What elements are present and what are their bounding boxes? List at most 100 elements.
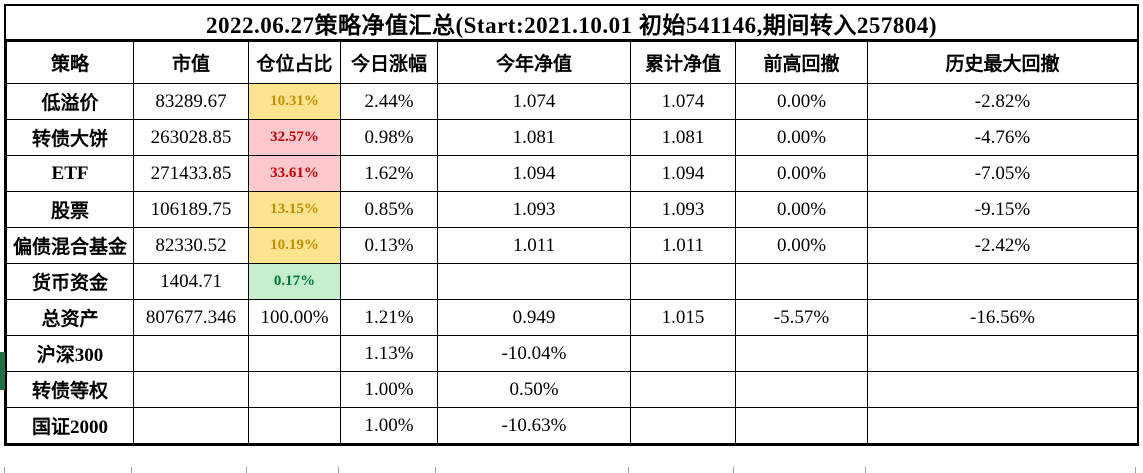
cell xyxy=(867,263,1138,300)
cell: -5.57% xyxy=(735,299,868,336)
cell: 32.57% xyxy=(248,119,341,156)
cell xyxy=(133,371,249,408)
gridline-cell xyxy=(628,467,733,473)
gridline-cell xyxy=(435,467,628,473)
cell: -16.56% xyxy=(867,299,1138,336)
cell xyxy=(735,407,868,444)
table-row: 转债等权 1.00% 0.50% xyxy=(6,371,1138,408)
table-row: 总资产 807677.346 100.00% 1.21% 0.949 1.015 -5.57… xyxy=(6,299,1138,336)
row-label: 股票 xyxy=(6,191,134,228)
cell: 0.17% xyxy=(248,263,341,300)
cell: 1.00% xyxy=(340,407,438,444)
cell: 0.00% xyxy=(735,191,868,228)
cell: 263028.85 xyxy=(133,119,249,156)
cell: 1404.71 xyxy=(133,263,249,300)
cell: -10.04% xyxy=(437,335,631,372)
cell: 271433.85 xyxy=(133,155,249,192)
cell: -2.82% xyxy=(867,83,1138,120)
cell: 0.85% xyxy=(340,191,438,228)
cell xyxy=(133,335,249,372)
cell xyxy=(735,263,868,300)
strategy-summary-table: 2022.06.27策略净值汇总(Start:2021.10.01 初始5411… xyxy=(4,4,1139,446)
column-header-5: 今年净值 xyxy=(437,41,631,84)
cell: 0.50% xyxy=(437,371,631,408)
column-header-2: 市值 xyxy=(133,41,249,84)
cell: -10.63% xyxy=(437,407,631,444)
gridline-cell xyxy=(4,467,131,473)
cell: 0.949 xyxy=(437,299,631,336)
cell: -7.05% xyxy=(867,155,1138,192)
table-row: 沪深300 1.13% -10.04% xyxy=(6,335,1138,372)
gridline-cell xyxy=(865,467,1135,473)
cell xyxy=(630,371,736,408)
gridline-cell xyxy=(246,467,338,473)
active-row-marker xyxy=(0,351,5,390)
column-header-3: 仓位占比 xyxy=(248,41,341,84)
cell: 1.011 xyxy=(437,227,631,264)
cell: 33.61% xyxy=(248,155,341,192)
table-row: ETF 271433.85 33.61% 1.62% 1.094 1.094 0.00% -7… xyxy=(6,155,1138,192)
cell: -9.15% xyxy=(867,191,1138,228)
row-label: 转债等权 xyxy=(6,371,134,408)
column-header-6: 累计净值 xyxy=(630,41,736,84)
cell xyxy=(437,263,631,300)
header-row: 策略 市值 仓位占比 今日涨幅 今年净值 累计净值 前高回撤 历史最大回撤 xyxy=(6,41,1138,84)
table-row: 低溢价 83289.67 10.31% 2.44% 1.074 1.074 0.00% -2.… xyxy=(6,83,1138,120)
row-label: 转债大饼 xyxy=(6,119,134,156)
cell: 1.074 xyxy=(437,83,631,120)
cell: 1.015 xyxy=(630,299,736,336)
cell xyxy=(340,263,438,300)
cell: 1.011 xyxy=(630,227,736,264)
cell: 100.00% xyxy=(248,299,341,336)
cell: 13.15% xyxy=(248,191,341,228)
table-row: 股票 106189.75 13.15% 0.85% 1.093 1.093 0.00% -9.… xyxy=(6,191,1138,228)
cell: 1.081 xyxy=(437,119,631,156)
cell: 1.21% xyxy=(340,299,438,336)
cell: 1.093 xyxy=(630,191,736,228)
gridline-cell xyxy=(338,467,435,473)
cell xyxy=(735,335,868,372)
cell: 1.094 xyxy=(437,155,631,192)
column-header-7: 前高回撤 xyxy=(735,41,868,84)
cell: 82330.52 xyxy=(133,227,249,264)
table-row: 转债大饼 263028.85 32.57% 0.98% 1.081 1.081 0.00% -… xyxy=(6,119,1138,156)
cell xyxy=(867,371,1138,408)
cell xyxy=(248,371,341,408)
row-label: 国证2000 xyxy=(6,407,134,444)
cell: 0.00% xyxy=(735,227,868,264)
cell: 106189.75 xyxy=(133,191,249,228)
table-title: 2022.06.27策略净值汇总(Start:2021.10.01 初始5411… xyxy=(6,6,1137,41)
cell xyxy=(133,407,249,444)
cell xyxy=(248,407,341,444)
cell: 1.00% xyxy=(340,371,438,408)
gridline-cell xyxy=(733,467,865,473)
row-label: 偏债混合基金 xyxy=(6,227,134,264)
cell: -2.42% xyxy=(867,227,1138,264)
cell xyxy=(630,335,736,372)
cell: 807677.346 xyxy=(133,299,249,336)
gridline-cell xyxy=(131,467,246,473)
cell: -4.76% xyxy=(867,119,1138,156)
cell: 1.094 xyxy=(630,155,736,192)
cell: 2.44% xyxy=(340,83,438,120)
cell xyxy=(867,407,1138,444)
cell xyxy=(248,335,341,372)
cell: 83289.67 xyxy=(133,83,249,120)
next-row-gridlines xyxy=(4,467,1136,473)
row-label: 沪深300 xyxy=(6,335,134,372)
row-label: 低溢价 xyxy=(6,83,134,120)
cell: 0.13% xyxy=(340,227,438,264)
table-row: 货币资金 1404.71 0.17% xyxy=(6,263,1138,300)
cell xyxy=(735,371,868,408)
column-header-4: 今日涨幅 xyxy=(340,41,438,84)
cell xyxy=(867,335,1138,372)
cell: 0.98% xyxy=(340,119,438,156)
cell xyxy=(630,407,736,444)
cell: 1.074 xyxy=(630,83,736,120)
cell: 0.00% xyxy=(735,83,868,120)
cell: 0.00% xyxy=(735,155,868,192)
data-grid: 策略 市值 仓位占比 今日涨幅 今年净值 累计净值 前高回撤 历史最大回撤 低溢价 83289.… xyxy=(6,41,1138,444)
table-row: 国证2000 1.00% -10.63% xyxy=(6,407,1138,444)
cell xyxy=(630,263,736,300)
cell: 1.13% xyxy=(340,335,438,372)
